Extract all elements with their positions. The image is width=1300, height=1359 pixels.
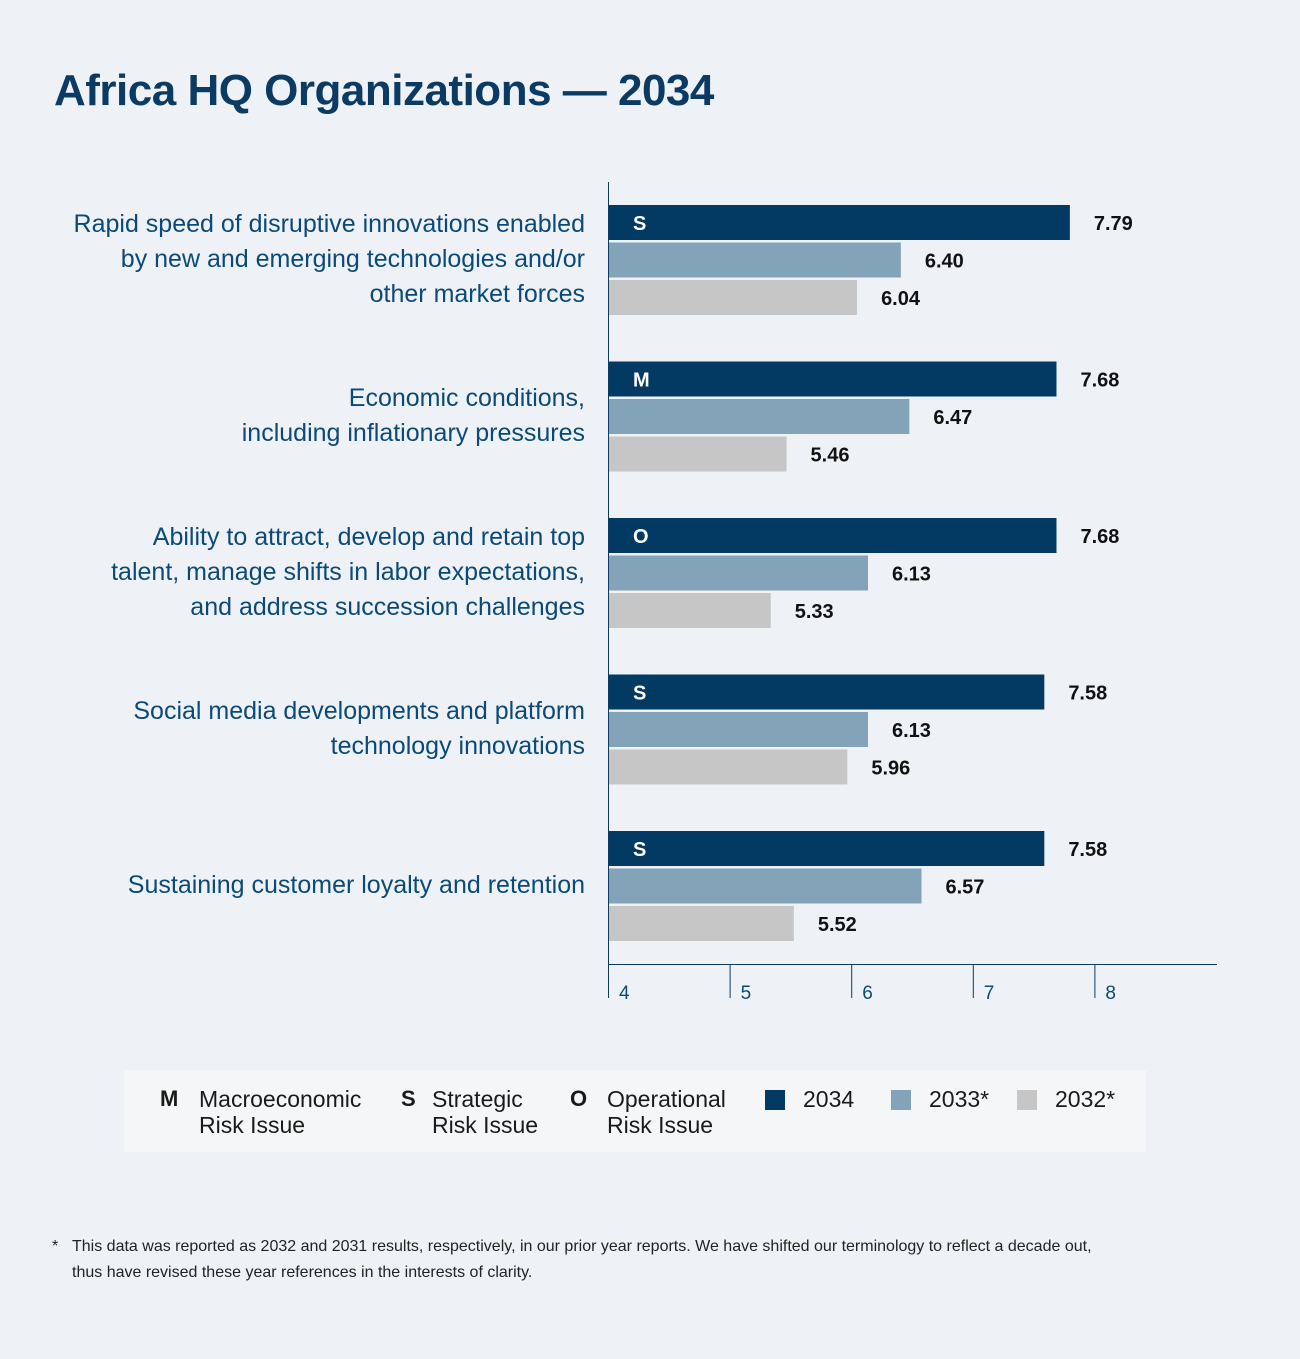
category-label: talent, manage shifts in labor expectati… — [111, 558, 585, 586]
category-label: Rapid speed of disruptive innovations en… — [74, 210, 585, 238]
legend-line: Operational — [607, 1086, 726, 1112]
legend-line: Risk Issue — [199, 1112, 306, 1138]
legend-key-s: S — [401, 1086, 416, 1111]
chart-title: Africa HQ Organizations — 2034 — [54, 66, 714, 115]
category-label: Ability to attract, develop and retain t… — [153, 523, 585, 551]
x-tick-label: 4 — [619, 983, 630, 1004]
legend-label-2034: 2034 — [803, 1086, 855, 1112]
category-label: and address succession challenges — [190, 593, 585, 621]
data-label: 7.58 — [1068, 683, 1107, 705]
bar-2034 — [609, 674, 1045, 710]
risk-type-label: S — [633, 213, 646, 235]
data-label: 7.68 — [1080, 526, 1119, 548]
bar-2032 — [609, 906, 794, 941]
data-label: 5.96 — [871, 758, 910, 780]
data-label: 6.40 — [925, 251, 964, 273]
bar-2033 — [609, 712, 869, 747]
category-label: Social media developments and platform — [133, 697, 585, 725]
footnote-text: This data was reported as 2032 and 2031 … — [72, 1234, 1202, 1286]
footnote: * This data was reported as 2032 and 203… — [52, 1234, 1202, 1286]
data-label: 6.04 — [881, 288, 921, 310]
bar-2033 — [609, 242, 901, 278]
footnote-line: This data was reported as 2032 and 2031 … — [72, 1238, 1092, 1255]
legend-line: Risk Issue — [607, 1112, 714, 1138]
x-tick-label: 6 — [862, 983, 873, 1004]
risk-type-label: S — [633, 839, 646, 861]
risk-type-label: S — [633, 683, 646, 705]
legend-label-2032: 2032* — [1055, 1086, 1116, 1112]
footnote-line: thus have revised these year references … — [72, 1264, 533, 1281]
legend-swatch-2033 — [891, 1090, 911, 1110]
data-label: 7.79 — [1094, 213, 1133, 235]
legend: M Macroeconomic Risk Issue S Strategic R… — [124, 1070, 1146, 1152]
data-label: 5.33 — [795, 601, 834, 623]
footnote-marker: * — [52, 1238, 59, 1255]
bar-2034 — [609, 831, 1045, 866]
legend-label-strategic: Strategic Risk Issue — [432, 1086, 538, 1138]
bar-2032 — [609, 749, 848, 785]
x-tick-label: 5 — [741, 983, 752, 1004]
legend-key-m: M — [160, 1086, 179, 1111]
bar-2032 — [609, 593, 771, 628]
legend-line: Risk Issue — [432, 1112, 539, 1138]
bar-2034 — [609, 361, 1057, 397]
category-label: including inflationary pressures — [242, 419, 585, 447]
data-label: 6.13 — [892, 564, 931, 586]
bar-2033 — [609, 868, 922, 904]
x-tick-label: 8 — [1105, 983, 1116, 1004]
category-label: technology innovations — [331, 732, 585, 760]
risk-type-label: M — [633, 370, 650, 392]
bar-2034 — [609, 205, 1070, 240]
legend-label-2033: 2033* — [929, 1086, 990, 1112]
data-label: 7.68 — [1080, 370, 1119, 392]
x-tick-label: 7 — [984, 983, 995, 1004]
bar-2034 — [609, 518, 1057, 553]
bar-2032 — [609, 436, 787, 472]
category-label: Economic conditions, — [349, 384, 585, 412]
data-label: 6.13 — [892, 720, 931, 742]
bar-2033 — [609, 555, 869, 591]
bar-chart: 4 5 6 7 8 Rapid speed of disruptive innovatio… — [74, 182, 1217, 1004]
bar-2033 — [609, 399, 910, 434]
legend-swatch-2032 — [1017, 1090, 1037, 1110]
data-label: 7.58 — [1068, 839, 1107, 861]
legend-swatch-2034 — [765, 1090, 785, 1110]
bar-2032 — [609, 280, 858, 315]
legend-label-operational: Operational Risk Issue — [607, 1086, 726, 1138]
data-label: 5.52 — [818, 914, 857, 936]
data-label: 6.57 — [946, 877, 985, 899]
risk-type-label: O — [633, 526, 649, 548]
category-label: by new and emerging technologies and/or — [121, 245, 585, 273]
legend-line: Macroeconomic — [199, 1086, 362, 1112]
category-label: Sustaining customer loyalty and retentio… — [128, 871, 585, 899]
data-label: 5.46 — [811, 445, 850, 467]
data-label: 6.47 — [933, 407, 972, 429]
category-label: other market forces — [370, 280, 585, 308]
legend-key-o: O — [570, 1086, 588, 1111]
legend-label-macroeconomic: Macroeconomic Risk Issue — [199, 1086, 361, 1138]
legend-line: Strategic — [432, 1086, 523, 1112]
